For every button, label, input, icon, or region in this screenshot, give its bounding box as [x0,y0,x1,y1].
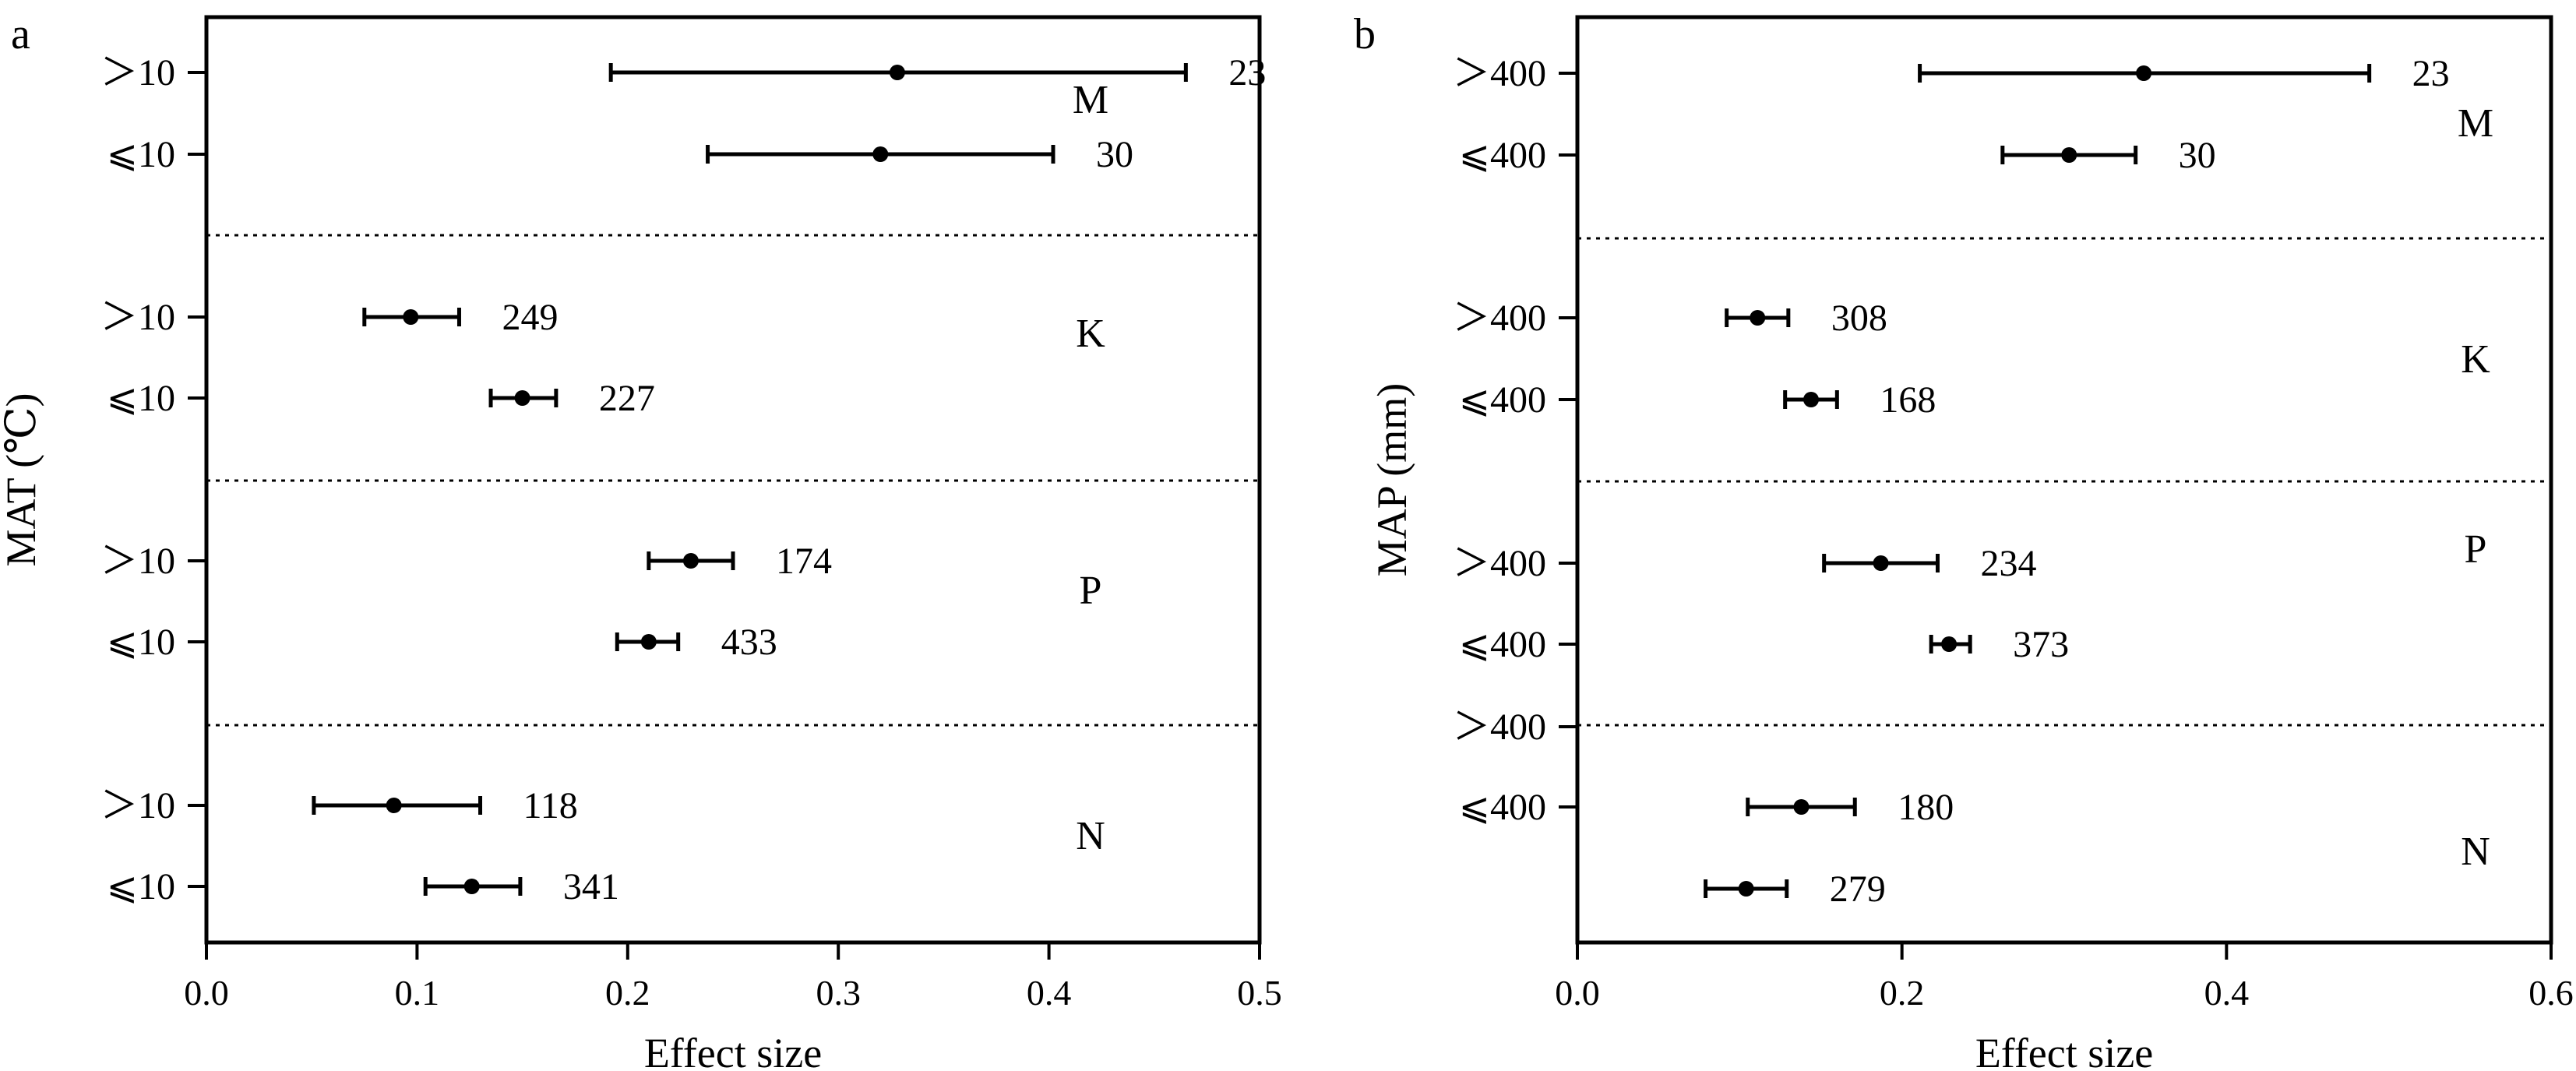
sample-size-label: 30 [1096,134,1133,175]
sample-size-label: 30 [2179,135,2216,176]
sample-size-label: 341 [563,866,619,907]
mean-point [2061,147,2077,163]
y-tick-label: ⩽400 [1459,379,1546,421]
mean-point [386,798,402,813]
mean-point [514,390,530,406]
mean-point [403,309,419,325]
mean-point [1750,310,1766,326]
y-axis-title: MAT (℃) [0,393,44,567]
mean-point [872,146,889,162]
mean-point [1803,392,1819,407]
sample-size-label: 234 [1981,543,2037,584]
sample-size-label: 168 [1880,379,1936,421]
mean-point [1941,636,1958,652]
plot-frame [1575,15,2553,945]
group-label: N [2461,830,2490,874]
y-tick-label: ＞400 [1453,298,1546,339]
group-label: N [1076,814,1105,858]
x-tick-label: 0.2 [1880,973,1925,1013]
mean-point [682,553,699,569]
y-tick-label: ⩽400 [1459,787,1546,828]
panel-label: a [11,10,30,58]
sample-size-label: 23 [2412,53,2450,94]
y-axis-title: MAP (mm) [1369,383,1415,577]
sample-size-label: 433 [721,622,777,663]
sample-size-label: 174 [776,541,832,582]
mean-point [2136,65,2152,81]
sample-size-label: 279 [1830,868,1886,910]
y-tick-label: ⩽400 [1459,624,1546,665]
y-tick-label: ＞10 [100,785,175,826]
mean-point [463,879,480,894]
mean-point [1873,555,1889,571]
y-tick-label: ＞10 [100,52,175,93]
sample-size-label: 227 [599,378,655,419]
y-tick-label: ⩽10 [107,622,175,663]
x-tick-label: 0.4 [1027,973,1072,1013]
y-tick-label: ⩽10 [107,866,175,907]
x-tick-label: 0.6 [2528,973,2574,1013]
mean-point [889,65,905,80]
x-tick-label: 0.3 [816,973,861,1013]
x-tick-label: 0.0 [184,973,229,1013]
y-tick-label: ＞10 [100,541,175,582]
group-label: K [2461,337,2490,382]
sample-size-label: 118 [523,785,578,826]
y-tick-label: ＞10 [100,297,175,338]
group-label: P [1080,569,1102,613]
y-tick-label: ⩽10 [107,378,175,419]
y-tick-label: ＞400 [1453,706,1546,748]
panel-label: b [1354,10,1376,58]
group-label: P [2465,527,2487,572]
group-label: K [1076,312,1105,356]
x-tick-label: 0.4 [2204,973,2250,1013]
x-tick-label: 0.1 [395,973,440,1013]
x-axis-title: Effect size [644,1030,822,1071]
x-axis-title: Effect size [1975,1030,2153,1071]
y-tick-label: ⩽400 [1459,135,1546,176]
y-tick-label: ＞400 [1453,53,1546,94]
sample-size-label: 23 [1228,52,1266,93]
sample-size-label: 249 [502,297,558,338]
sample-size-label: 180 [1898,787,1954,828]
group-label: M [2458,101,2493,146]
y-tick-label: ＞400 [1453,543,1546,584]
x-tick-label: 0.5 [1237,973,1282,1013]
mean-point [1738,881,1754,897]
y-tick-label: ⩽10 [107,134,175,175]
group-label: M [1073,78,1108,122]
sample-size-label: 308 [1831,298,1887,339]
x-tick-label: 0.0 [1555,973,1600,1013]
x-tick-label: 0.2 [605,973,650,1013]
mean-point [1793,799,1810,815]
mean-point [640,634,657,650]
sample-size-label: 373 [2013,624,2069,665]
